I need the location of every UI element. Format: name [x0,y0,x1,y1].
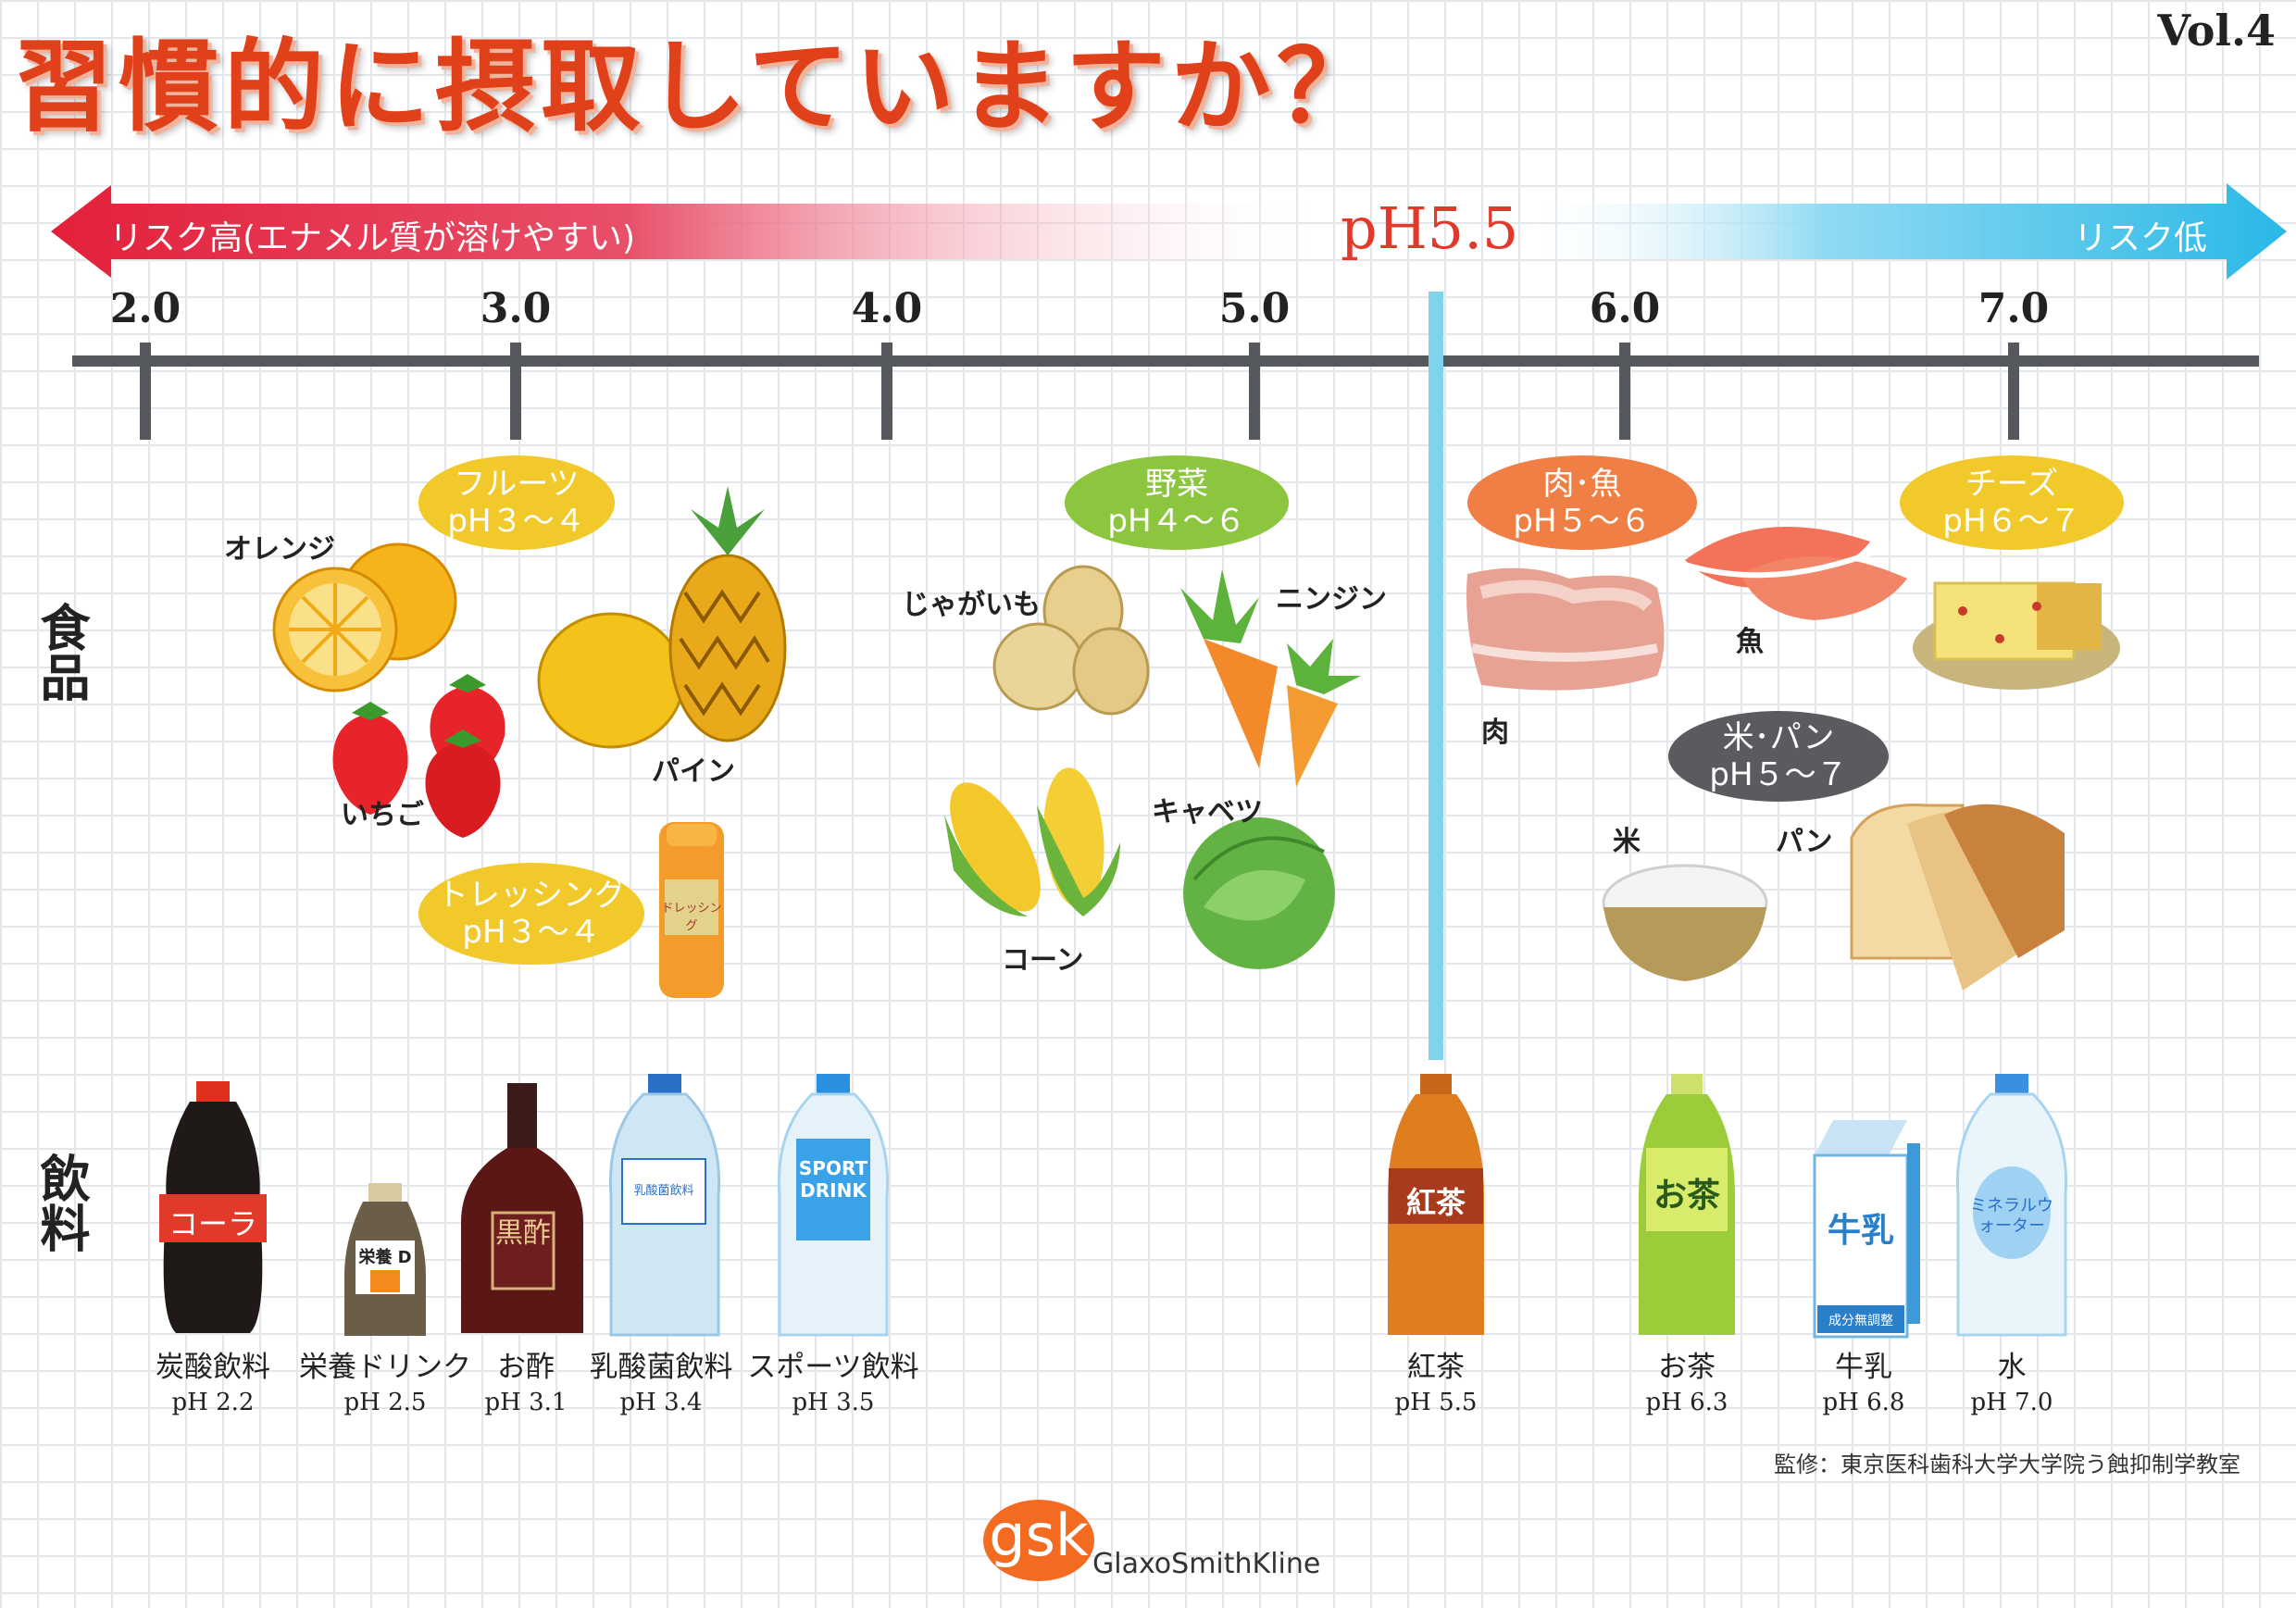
pineapple-label: パイン [652,755,735,788]
vinegar-bottle-icon [461,1083,583,1333]
drink-name: 乳酸菌飲料 [589,1351,733,1384]
drink-name: 紅茶 [1407,1351,1465,1384]
drink-ph: pH 6.8 [1822,1389,1905,1416]
drink-ph: pH 3.5 [792,1389,875,1416]
lactic-drink-bottle-text: 乳酸菌飲料 [633,1184,694,1198]
meat-label: 肉 [1481,717,1509,749]
dressing-group-bubble: トレッシング pH３〜４ [418,863,644,965]
vinegar-bottle-text: 黒酢 [495,1217,551,1250]
fish-label: 魚 [1736,626,1764,658]
drink-name: スポーツ飲料 [747,1351,919,1384]
vegetable-group-bubble: 野菜 pH４〜６ [1065,455,1289,550]
drink-row-label: 飲料 [31,1153,90,1253]
lactic-drink-bottle-icon [608,1074,721,1337]
tick-label: 6.0 [1589,285,1661,332]
corn-label: コーン [1002,944,1084,977]
drink-name: お酢 [497,1351,555,1384]
ph55-threshold-line [1429,292,1443,1060]
cabbage-label: キャベツ [1152,796,1263,829]
tick-label: 7.0 [1978,285,2050,332]
milk-carton-icon [1813,1120,1920,1339]
tick-label: 4.0 [851,285,923,332]
milk-carton-subtext: 成分無調整 [1828,1314,1893,1328]
drink-ph: pH 2.2 [171,1389,255,1416]
cheese-icon [1913,581,2120,690]
cola-bottle-icon [159,1081,267,1333]
drink-label: 栄養ドリンク pH 2.5 [283,1350,487,1420]
drink-label: 炭酸飲料 pH 2.2 [111,1350,315,1420]
rice-bread-group-bubble: 米･パン pH５〜７ [1668,711,1889,802]
green-tea-bottle-text: お茶 [1653,1177,1720,1215]
drink-name: 牛乳 [1835,1351,1892,1384]
cabbage-icon [1183,817,1335,969]
drink-ph: pH 7.0 [1970,1389,2053,1416]
drink-label: 水 pH 7.0 [1910,1350,2114,1420]
drink-name: 栄養ドリンク [299,1351,471,1384]
bread-icon [1850,803,2065,991]
milk-carton-text: 牛乳 [1827,1212,1894,1250]
axis-ticks [140,343,2019,440]
pineapple-icon [537,486,787,749]
bread-label: パン [1776,826,1833,858]
potato-label: じゃがいも [902,589,1041,621]
black-tea-bottle-text: 紅茶 [1405,1185,1466,1220]
drink-name: 水 [1997,1351,2027,1384]
tick-label: 3.0 [480,285,552,332]
sports-drink-bottle-icon [777,1074,890,1337]
drink-label: お酢 pH 3.1 [424,1350,628,1420]
energy-drink-icon [344,1183,426,1336]
drink-name: お茶 [1658,1351,1716,1384]
fish-icon [1684,527,1907,620]
carrot-label: ニンジン [1276,583,1387,616]
strawberry-label: いちご [341,799,424,831]
corn-icon [944,767,1120,916]
drink-label: 紅茶 pH 5.5 [1334,1350,1538,1420]
drink-ph: pH 2.5 [343,1389,427,1416]
drink-label: スポーツ飲料 pH 3.5 [731,1350,935,1420]
risk-arrow-left [51,185,1333,278]
water-bottle-icon [1955,1074,2068,1337]
drink-label: お茶 pH 6.3 [1585,1350,1789,1420]
black-tea-bottle-icon [1388,1074,1484,1335]
potato-icon [992,565,1150,716]
drink-name: 炭酸飲料 [156,1351,270,1384]
cola-bottle-text: コーラ [168,1206,257,1241]
water-bottle-text: ミネラルウォーター [1970,1196,2053,1236]
meat-fish-group-bubble: 肉･魚 pH５〜６ [1467,455,1697,550]
gsk-logo: gsk [983,1500,1094,1581]
green-tea-bottle-icon [1639,1074,1735,1335]
rice-bowl-icon [1602,864,1768,981]
drink-ph: pH 6.3 [1645,1389,1728,1416]
sports-drink-bottle-text: SPORT DRINK [798,1157,868,1202]
drink-ph: pH 3.4 [619,1389,703,1416]
orange-label: オレンジ [224,533,335,566]
drink-label: 乳酸菌飲料 pH 3.4 [559,1350,763,1420]
page-title: 習慣的に摂取していますか？ [13,30,1382,145]
fruit-group-bubble: フルーツ pH３〜４ [418,455,615,550]
drink-label: 牛乳 pH 6.8 [1762,1350,1965,1420]
risk-high-label: リスク高(エナメル質が溶けやすい) [109,219,636,257]
cheese-group-bubble: チーズ pH６〜７ [1900,455,2124,550]
orange-icon [272,542,457,692]
strawberry-icon [332,674,505,838]
carrot-icon [1180,569,1361,787]
meat-icon [1466,567,1665,691]
drink-ph: pH 5.5 [1394,1389,1478,1416]
supervision-credit: 監修：東京医科歯科大学大学院う蝕抑制学教室 [1774,1452,2240,1477]
tick-label: 5.0 [1218,285,1291,332]
risk-arrow-right [1518,183,2287,280]
volume-number: Vol.4 [2157,6,2276,56]
tick-label: 2.0 [109,285,181,332]
food-row-label: 食品 [31,602,90,702]
company-name: GlaxoSmithKline [1092,1548,1321,1580]
rice-label: 米 [1613,826,1641,858]
dressing-bottle-text: ドレッシング [661,902,722,933]
drink-ph: pH 3.1 [484,1389,568,1416]
risk-low-label: リスク低 [2074,219,2208,257]
energy-drink-bottle-text: 栄養 D [358,1248,412,1267]
dressing-bottle-icon [659,822,724,998]
ph55-label: pH5.5 [1341,194,1519,262]
